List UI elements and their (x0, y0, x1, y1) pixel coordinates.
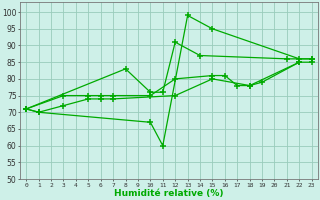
X-axis label: Humidité relative (%): Humidité relative (%) (114, 189, 224, 198)
